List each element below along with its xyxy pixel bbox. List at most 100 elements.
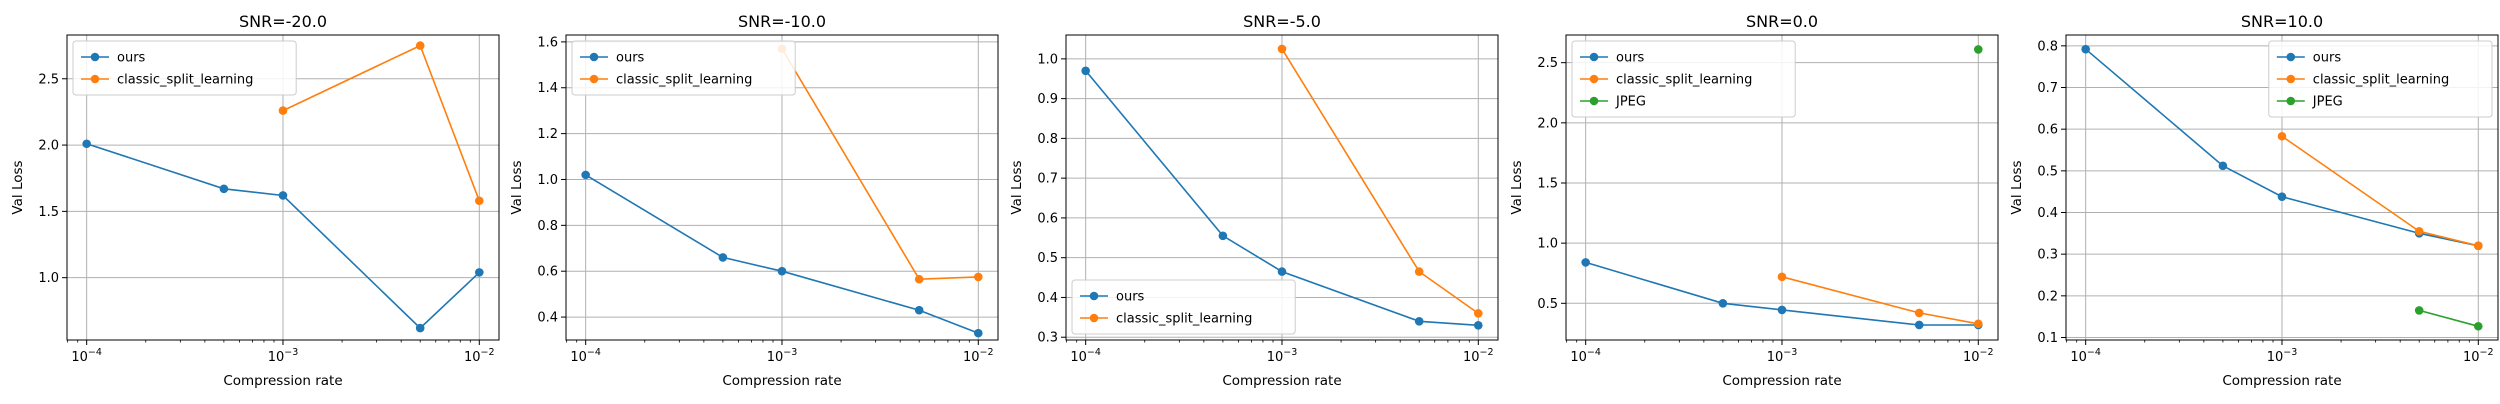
- y-tick-label: 0.7: [1037, 172, 1058, 187]
- x-tick-label: 10−4: [2070, 347, 2101, 365]
- x-tick-label: 10−3: [2267, 347, 2298, 365]
- y-tick-label: 0.5: [1037, 251, 1058, 266]
- data-point: ours: 1.04: [474, 268, 484, 277]
- data-point: classic_split_learning: 2.75: [415, 41, 425, 50]
- legend-marker: [1589, 52, 1599, 62]
- x-tick-label: 10−4: [1570, 347, 1601, 365]
- chart-panel: 10−4 10−3 10−2 0.3 0.4 0.5 0.6 0.7 0.8 0.9 1.0 ours…: [1009, 12, 1499, 389]
- y-tick-label: 0.9: [1037, 92, 1058, 107]
- data-point: classic_split_learning: 0.355: [2414, 226, 2424, 236]
- y-tick-label: 1.0: [1037, 52, 1058, 67]
- legend-label: ours: [2313, 51, 2342, 66]
- y-axis-label: Val Loss: [2009, 160, 2025, 214]
- legend: ours classic_split_learning JPEG: [2268, 40, 2493, 118]
- y-axis-label: Val Loss: [1009, 160, 1025, 214]
- y-tick-label: 1.5: [38, 205, 59, 220]
- axes-frame: [1065, 34, 1499, 341]
- legend-label: ours: [1616, 51, 1645, 66]
- chart-panel: 10−4 10−3 10−2 0.1 0.2 0.3 0.4 0.5 0.6 0.7 0.8 ours…: [2009, 12, 2499, 389]
- y-tick-label: 1.5: [1537, 176, 1558, 191]
- x-tick-label: 10−2: [2463, 347, 2494, 365]
- data-point: JPEG: 0.165: [2414, 306, 2424, 315]
- legend-marker: [589, 74, 599, 84]
- data-point: ours: 0.792: [2081, 44, 2090, 54]
- data-point: JPEG: 2.61: [1973, 45, 1983, 54]
- x-axis-label: Compression rate: [722, 373, 841, 389]
- legend-label: classic_split_learning: [1616, 73, 1752, 88]
- legend-marker: [589, 52, 599, 62]
- x-axis-label: Compression rate: [223, 373, 342, 389]
- axes-frame: [565, 34, 999, 341]
- y-tick-label: 0.8: [2037, 39, 2058, 54]
- data-point: ours: 0.438: [2277, 192, 2287, 201]
- y-tick-label: 0.4: [2037, 206, 2058, 221]
- legend-marker: [2286, 96, 2296, 106]
- series-line: [1781, 276, 1979, 325]
- series-line: [1281, 48, 1479, 315]
- data-point: classic_split_learning: 0.72: [1777, 272, 1787, 282]
- data-point: classic_split_learning: 1.58: [474, 196, 484, 206]
- data-point: ours: 0.6: [777, 266, 787, 276]
- series-line: [2418, 309, 2479, 328]
- y-tick-label: 0.7: [2037, 81, 2058, 96]
- legend-box: [72, 40, 297, 96]
- x-tick-label: 10−3: [1267, 347, 1298, 365]
- legend: ours classic_split_learning: [1071, 279, 1296, 335]
- chart-title: SNR=-20.0: [239, 12, 327, 31]
- legend-marker: [1589, 96, 1599, 106]
- x-axis-label: Compression rate: [1222, 373, 1341, 389]
- legend: ours classic_split_learning: [571, 40, 796, 96]
- legend-label: ours: [1116, 290, 1145, 305]
- data-point: ours: 0.445: [1777, 305, 1787, 315]
- y-tick-label: 0.3: [2037, 248, 2058, 263]
- chart-panel: 10−4 10−3 10−2 0.5 1.0 1.5 2.0 2.5 ours: 0.84 our…: [1509, 12, 1999, 389]
- x-tick-label: 10−4: [71, 347, 102, 365]
- series-line: [2281, 135, 2479, 247]
- data-point: ours: 0.62: [415, 323, 425, 333]
- x-tick-label: 10−2: [1463, 347, 1494, 365]
- legend-label: ours: [117, 51, 146, 66]
- data-point: ours: 0.555: [1218, 231, 1228, 241]
- legend-marker: [90, 52, 100, 62]
- data-point: classic_split_learning: 0.583: [2277, 131, 2287, 141]
- chart-title: SNR=-5.0: [1243, 12, 1321, 31]
- data-point: classic_split_learning: 0.42: [1914, 308, 1924, 318]
- legend-label: JPEG: [1615, 95, 1646, 110]
- data-point: ours: 0.33: [1473, 320, 1483, 330]
- data-point: ours: 1.67: [219, 184, 229, 194]
- y-tick-label: 1.0: [38, 271, 59, 286]
- data-point: ours: 0.33: [973, 328, 983, 338]
- data-point: ours: 0.512: [2218, 161, 2228, 171]
- legend-marker: [2286, 74, 2296, 84]
- data-point: classic_split_learning: 0.565: [914, 274, 924, 284]
- data-point: ours: 0.5: [1718, 299, 1728, 308]
- x-tick-label: 10−3: [268, 347, 299, 365]
- legend-marker: [1089, 291, 1099, 301]
- y-tick-label: 1.2: [537, 127, 558, 142]
- data-point: JPEG: 0.127: [2473, 321, 2483, 331]
- y-tick-label: 0.1: [2037, 331, 2058, 346]
- y-tick-label: 2.5: [1537, 56, 1558, 71]
- legend: ours classic_split_learning: [72, 40, 297, 96]
- x-tick-label: 10−4: [570, 347, 601, 365]
- y-tick-label: 2.0: [1537, 116, 1558, 131]
- legend-label: JPEG: [2312, 95, 2343, 110]
- legend-label: classic_split_learning: [2313, 73, 2449, 88]
- legend-label: classic_split_learning: [616, 73, 752, 88]
- legend-label: ours: [616, 51, 645, 66]
- data-point: ours: 0.66: [718, 253, 728, 262]
- data-point: ours: 0.34: [1414, 317, 1424, 326]
- y-tick-label: 1.0: [1537, 237, 1558, 252]
- data-point: ours: 0.32: [1914, 320, 1924, 330]
- data-point: classic_split_learning: 0.575: [973, 272, 983, 282]
- x-tick-label: 10−2: [963, 347, 994, 365]
- data-point: ours: 1.02: [581, 170, 590, 180]
- x-tick-label: 10−3: [1767, 347, 1798, 365]
- y-tick-label: 0.5: [2037, 164, 2058, 179]
- series-line: [282, 44, 481, 202]
- chart-panel: 10−4 10−3 10−2 1.0 1.5 2.0 2.5 ours: 2.01 ours: …: [10, 12, 500, 389]
- y-tick-label: 0.8: [537, 219, 558, 234]
- y-axis-label: Val Loss: [10, 160, 26, 214]
- legend-marker: [90, 74, 100, 84]
- y-tick-label: 2.0: [38, 139, 59, 154]
